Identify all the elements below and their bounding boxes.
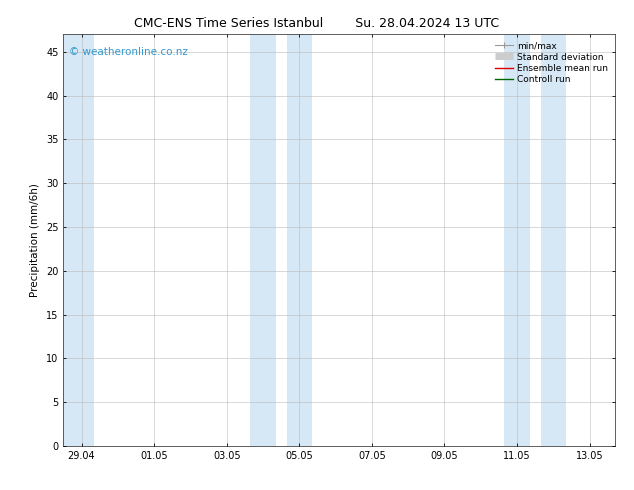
Y-axis label: Precipitation (mm/6h): Precipitation (mm/6h) — [30, 183, 41, 297]
Bar — [63, 34, 94, 446]
Bar — [504, 34, 529, 446]
Legend: min/max, Standard deviation, Ensemble mean run, Controll run: min/max, Standard deviation, Ensemble me… — [493, 39, 611, 87]
Bar — [250, 34, 276, 446]
Text: CMC-ENS Time Series Istanbul        Su. 28.04.2024 13 UTC: CMC-ENS Time Series Istanbul Su. 28.04.2… — [134, 17, 500, 30]
Bar — [541, 34, 566, 446]
Bar — [287, 34, 312, 446]
Text: © weatheronline.co.nz: © weatheronline.co.nz — [69, 47, 188, 57]
